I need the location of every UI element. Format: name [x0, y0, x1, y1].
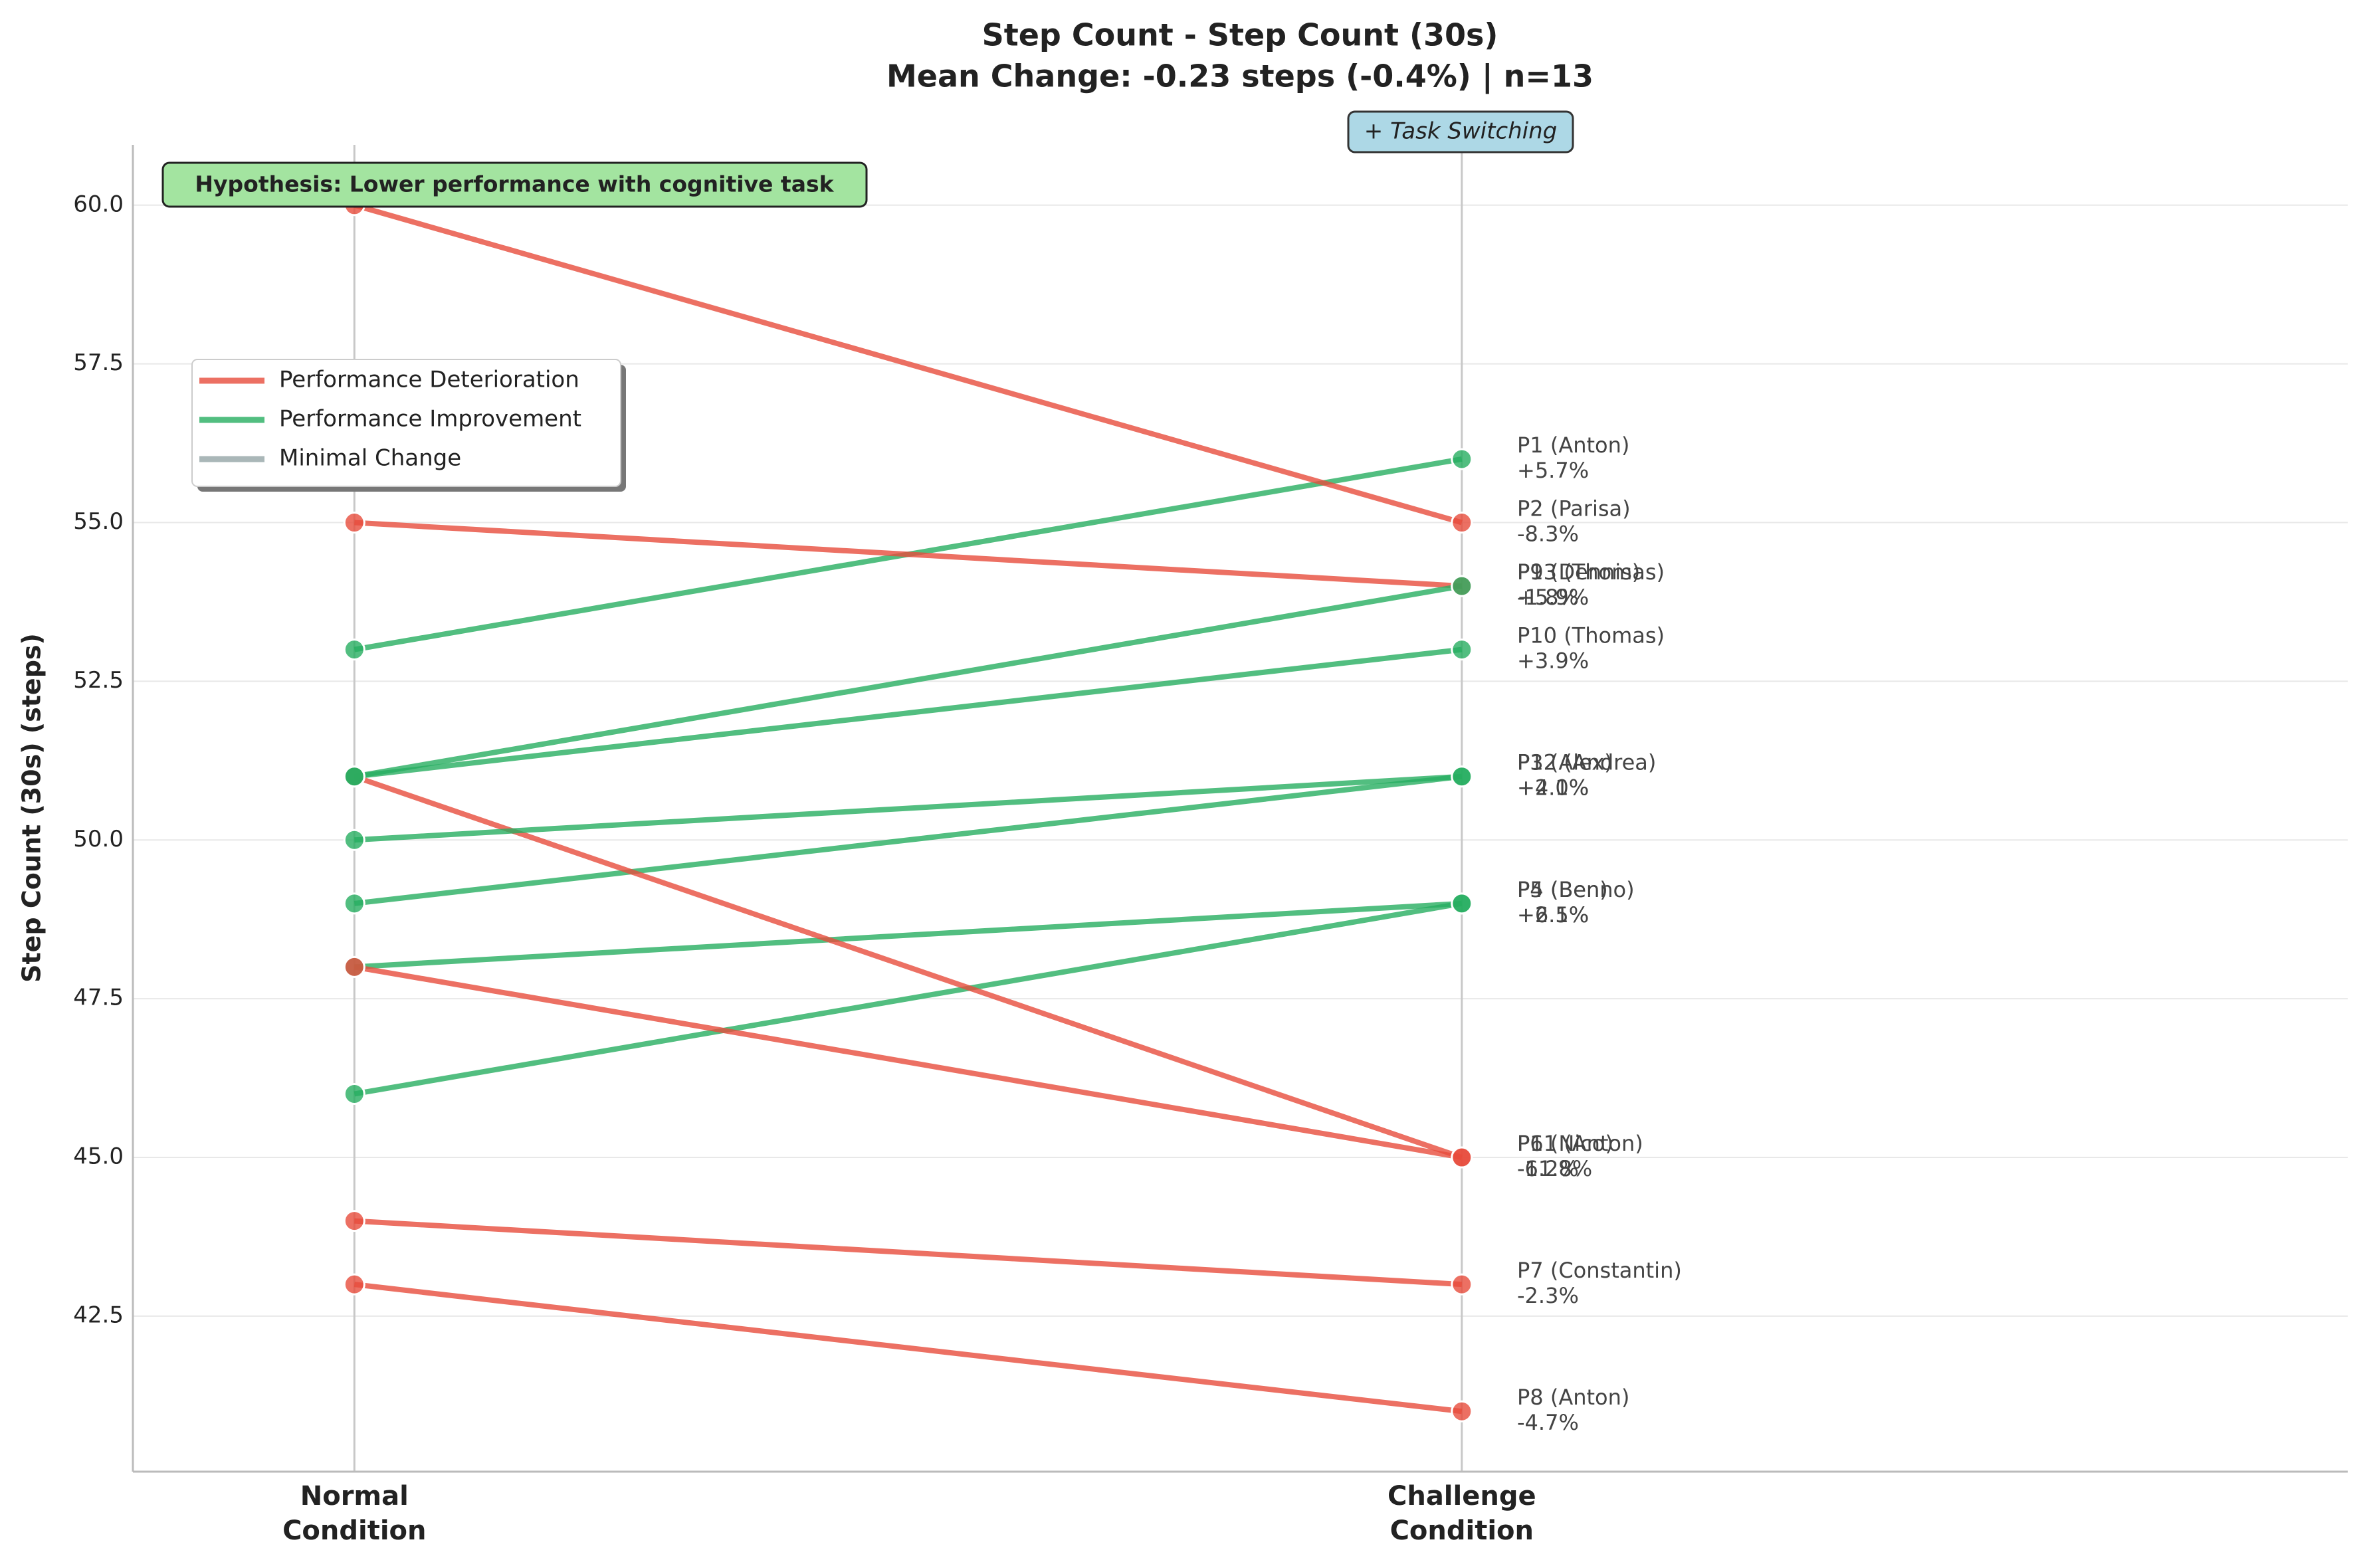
slope-line: [353, 773, 1463, 1160]
participant-label: P10 (Thomas): [1517, 623, 1665, 648]
data-point: [1451, 512, 1473, 534]
data-point: [343, 829, 365, 851]
data-point: [1451, 1146, 1473, 1169]
data-point: [343, 955, 365, 978]
participant-label: P13 (Thomas): [1517, 559, 1665, 585]
slope-line: [354, 1282, 1463, 1415]
slope-line: [354, 646, 1463, 779]
participant-label: P6 (Nico): [1517, 1131, 1613, 1156]
y-tick-label: 52.5: [73, 667, 124, 694]
data-point: [343, 765, 365, 788]
participant-label: P9 (Dennis): [1517, 559, 1640, 585]
data-point: [1451, 638, 1473, 661]
data-point: [343, 512, 365, 534]
participant-label: P12 (Andrea): [1517, 750, 1656, 775]
data-point: [1451, 892, 1473, 915]
y-tick-label: 47.5: [73, 985, 124, 1011]
x-tick-label: Challenge Condition: [1388, 1481, 1536, 1546]
data-point: [343, 1273, 365, 1296]
change-label: +2.1%: [1517, 902, 1589, 928]
change-label: -2.3%: [1517, 1283, 1579, 1308]
participant-label: P4 (Ben): [1517, 877, 1608, 902]
y-axis-label: Step Count (30s) (steps): [17, 633, 47, 983]
slope-line: [354, 583, 1463, 779]
legend-label: Minimal Change: [279, 445, 461, 472]
data-point: [343, 1082, 365, 1105]
change-label: +4.1%: [1517, 775, 1589, 801]
participant-label: P5 (Benno): [1517, 877, 1635, 902]
slope-line: [354, 773, 1463, 906]
data-point: [1451, 765, 1473, 788]
participant-label: P7 (Constantin): [1517, 1258, 1682, 1283]
slope-line: [354, 964, 1463, 1160]
data-point: [343, 638, 365, 661]
data-point: [1451, 1273, 1473, 1296]
chart-subtitle: Mean Change: -0.23 steps (-0.4%) | n=13: [886, 58, 1594, 95]
hypothesis-annotation: Hypothesis: Lower performance with cogni…: [195, 171, 834, 197]
y-tick-label: 50.0: [73, 826, 124, 852]
slope-line: [354, 900, 1463, 970]
data-point: [343, 892, 365, 915]
participant-label: P8 (Anton): [1517, 1385, 1629, 1410]
data-point: [1451, 448, 1473, 470]
condition-annotation: + Task Switching: [1364, 118, 1558, 145]
y-tick-label: 55.0: [73, 508, 124, 535]
y-tick-label: 57.5: [73, 349, 124, 376]
participant-label: P2 (Parisa): [1517, 496, 1631, 522]
annotation-box: [161, 161, 868, 208]
legend-label: Performance Deterioration: [279, 367, 579, 393]
chart-title: Step Count - Step Count (30s): [982, 17, 1498, 53]
change-label: +5.9%: [1517, 585, 1589, 610]
y-tick-label: 45.0: [73, 1143, 124, 1170]
change-label: -11.8%: [1517, 1156, 1592, 1181]
data-point: [1451, 575, 1473, 597]
y-tick-label: 42.5: [73, 1302, 124, 1328]
slope-line: [354, 900, 1463, 1097]
change-label: +2.0%: [1517, 775, 1589, 801]
y-tick-label: 60.0: [73, 191, 124, 217]
data-point: [1451, 1400, 1473, 1422]
change-label: +5.7%: [1517, 458, 1589, 483]
participant-label: P3 (Alex): [1517, 750, 1613, 775]
participant-label: P1 (Anton): [1517, 433, 1629, 458]
change-label: -8.3%: [1517, 522, 1579, 547]
legend-box: [191, 359, 621, 487]
slope-line: [354, 1218, 1463, 1288]
x-tick-label: Normal Condition: [282, 1481, 426, 1546]
change-label: -4.7%: [1517, 1410, 1579, 1435]
change-label: +3.9%: [1517, 648, 1589, 674]
change-label: -6.2%: [1517, 1156, 1579, 1181]
change-label: -1.8%: [1517, 585, 1579, 610]
participant-label: P11 (Anton): [1517, 1131, 1643, 1156]
change-label: +6.5%: [1517, 902, 1589, 928]
slope-line: [354, 202, 1463, 526]
data-point: [343, 1210, 365, 1232]
legend-label: Performance Improvement: [279, 406, 581, 433]
slope-line: [354, 520, 1463, 589]
annotation-box: [1347, 110, 1574, 153]
slope-line: [354, 773, 1463, 843]
